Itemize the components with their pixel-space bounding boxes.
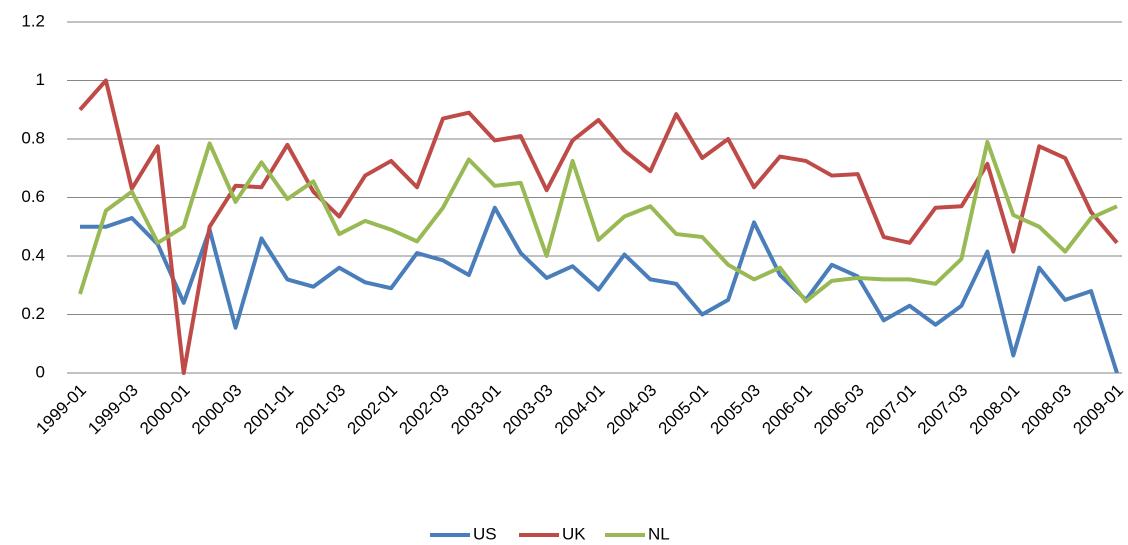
x-tick-label: 2005-03 [706,381,764,439]
y-tick-label: 0.8 [21,128,45,147]
legend-label: NL [648,524,670,543]
x-tick-label: 2004-03 [603,381,661,439]
y-tick-label: 0.4 [21,245,45,264]
x-tick-label: 2007-03 [914,381,972,439]
x-tick-label: 2003-01 [447,381,505,439]
x-tick-label: 2008-01 [966,381,1024,439]
x-tick-label: 2006-01 [758,381,816,439]
x-tick-label: 2001-03 [292,381,350,439]
x-tick-label: 2009-01 [1069,381,1127,439]
x-tick-label: 1999-03 [84,381,142,439]
x-tick-label: 2006-03 [810,381,868,439]
x-tick-label: 1999-01 [32,381,90,439]
y-tick-label: 1.2 [21,11,45,30]
series-line [78,139,1118,304]
x-tick-label: 2008-03 [1018,381,1076,439]
x-tick-label: 2004-01 [551,381,609,439]
x-tick-label: 2001-01 [240,381,298,439]
x-tick-label: 2002-01 [344,381,402,439]
x-tick-label: 2003-03 [499,381,557,439]
y-tick-label: 0 [36,362,45,381]
x-tick-label: 2007-01 [862,381,920,439]
y-tick-label: 0.6 [21,187,45,206]
legend-label: UK [562,524,586,543]
x-tick-label: 2000-01 [136,381,194,439]
y-tick-label: 1 [36,70,45,89]
y-tick-label: 0.2 [21,304,45,323]
series-line [80,205,1119,374]
x-tick-label: 2005-01 [655,381,713,439]
legend-label: US [473,524,497,543]
series-line [78,78,1119,375]
x-tick-label: 2000-03 [188,381,246,439]
x-tick-label: 2002-03 [395,381,453,439]
